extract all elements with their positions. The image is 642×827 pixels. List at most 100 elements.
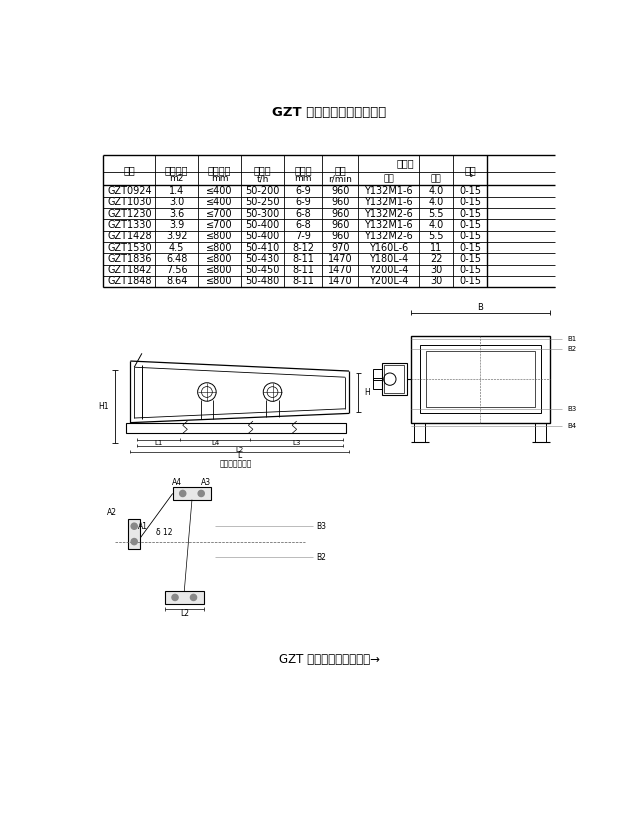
Text: ≤800: ≤800 [206,254,233,264]
Bar [411,336,550,423]
Text: 1470: 1470 [328,276,352,286]
Text: 50-400: 50-400 [245,220,280,230]
Text: ≤800: ≤800 [206,232,233,241]
Bar [165,591,204,604]
Text: B3: B3 [317,522,327,531]
Text: ≤700: ≤700 [206,208,233,218]
Text: 6-8: 6-8 [295,208,311,218]
Text: ≤800: ≤800 [206,242,233,252]
Text: L1: L1 [154,441,162,447]
Text: r/min: r/min [328,174,352,183]
Text: GZT1842: GZT1842 [107,265,152,275]
Text: Y180L-4: Y180L-4 [369,254,408,264]
Text: GZT1848: GZT1848 [107,276,152,286]
Text: 960: 960 [331,186,349,196]
Text: 50-450: 50-450 [245,265,280,275]
Text: Y200L-4: Y200L-4 [369,276,408,286]
Text: 型号: 型号 [383,174,394,183]
Bar [382,363,407,395]
Text: ≤800: ≤800 [206,276,233,286]
Text: 4.0: 4.0 [429,198,444,208]
Text: t/h: t/h [256,174,268,183]
Text: 顶视基础布置图: 顶视基础布置图 [220,460,252,469]
Text: m2: m2 [169,174,184,183]
Text: B: B [478,303,483,312]
Text: B1: B1 [567,337,577,342]
Text: ≤700: ≤700 [206,220,233,230]
Bar [420,345,541,414]
Text: 3.92: 3.92 [166,232,187,241]
Text: 双振幅: 双振幅 [294,165,312,175]
Bar [173,487,211,500]
Circle shape [172,595,178,600]
Text: Y132M1-6: Y132M1-6 [365,198,413,208]
Bar [128,519,141,549]
Text: 50-400: 50-400 [245,232,280,241]
Text: 970: 970 [331,242,349,252]
Text: 50-410: 50-410 [245,242,280,252]
Bar [373,379,382,390]
Text: 50-200: 50-200 [245,186,280,196]
Text: ≤800: ≤800 [206,265,233,275]
Text: 960: 960 [331,208,349,218]
Bar [426,351,535,407]
Text: 0-15: 0-15 [459,242,481,252]
Text: Y132M1-6: Y132M1-6 [365,220,413,230]
Text: GZT 系列外形安装尺寸图→: GZT 系列外形安装尺寸图→ [279,653,379,666]
Text: Y132M1-6: Y132M1-6 [365,186,413,196]
Text: H1: H1 [98,403,108,411]
Text: GZT1530: GZT1530 [107,242,152,252]
Text: 6-9: 6-9 [295,186,311,196]
Circle shape [191,595,196,600]
Text: 3.6: 3.6 [169,208,184,218]
Text: 960: 960 [331,198,349,208]
Text: A3: A3 [201,478,211,487]
Text: 电动机: 电动机 [397,158,415,168]
Text: GZT0924: GZT0924 [107,186,152,196]
Text: 0-15: 0-15 [459,186,481,196]
Text: 50-300: 50-300 [245,208,280,218]
Text: 5.5: 5.5 [428,208,444,218]
Text: 960: 960 [331,220,349,230]
Text: 8-11: 8-11 [292,254,314,264]
Text: A1: A1 [138,522,148,531]
Text: L3: L3 [292,441,300,447]
Text: 0-15: 0-15 [459,254,481,264]
Text: L2: L2 [236,447,244,452]
Text: 型号: 型号 [123,165,135,175]
Text: B4: B4 [567,423,576,429]
Text: Y132M2-6: Y132M2-6 [365,208,413,218]
Text: 8.64: 8.64 [166,276,187,286]
Text: L: L [238,452,242,461]
Text: 0-15: 0-15 [459,208,481,218]
Text: 3.9: 3.9 [169,220,184,230]
Text: 50-480: 50-480 [245,276,280,286]
Text: B3: B3 [567,406,577,412]
Text: 50-250: 50-250 [245,198,280,208]
Text: 7-9: 7-9 [295,232,311,241]
Text: 0-15: 0-15 [459,220,481,230]
Text: 8-11: 8-11 [292,276,314,286]
Text: δ 12: δ 12 [156,528,172,537]
Text: 50-430: 50-430 [245,254,280,264]
Text: 振次: 振次 [334,165,346,175]
Text: mm: mm [294,174,312,183]
Text: 0-15: 0-15 [459,265,481,275]
Text: 6.48: 6.48 [166,254,187,264]
Text: 0-15: 0-15 [459,198,481,208]
Text: ≤400: ≤400 [206,198,233,208]
Text: Y160L-6: Y160L-6 [369,242,408,252]
Text: H: H [365,388,370,397]
Text: 功率: 功率 [431,174,442,183]
Text: 3.0: 3.0 [169,198,184,208]
Text: 8-12: 8-12 [292,242,314,252]
Text: GZT1030: GZT1030 [107,198,152,208]
Text: 4.0: 4.0 [429,186,444,196]
Text: 4.5: 4.5 [169,242,184,252]
Bar [126,423,346,433]
Text: 6-8: 6-8 [295,220,311,230]
Text: 处理量: 处理量 [254,165,272,175]
Circle shape [131,523,137,529]
Text: 11: 11 [430,242,442,252]
Text: B2: B2 [567,347,576,352]
